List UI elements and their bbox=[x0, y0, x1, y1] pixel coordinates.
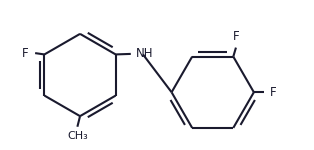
Text: CH₃: CH₃ bbox=[67, 131, 88, 141]
Text: NH: NH bbox=[136, 47, 153, 60]
Text: F: F bbox=[270, 86, 276, 99]
Text: F: F bbox=[233, 30, 239, 43]
Text: F: F bbox=[22, 47, 29, 60]
